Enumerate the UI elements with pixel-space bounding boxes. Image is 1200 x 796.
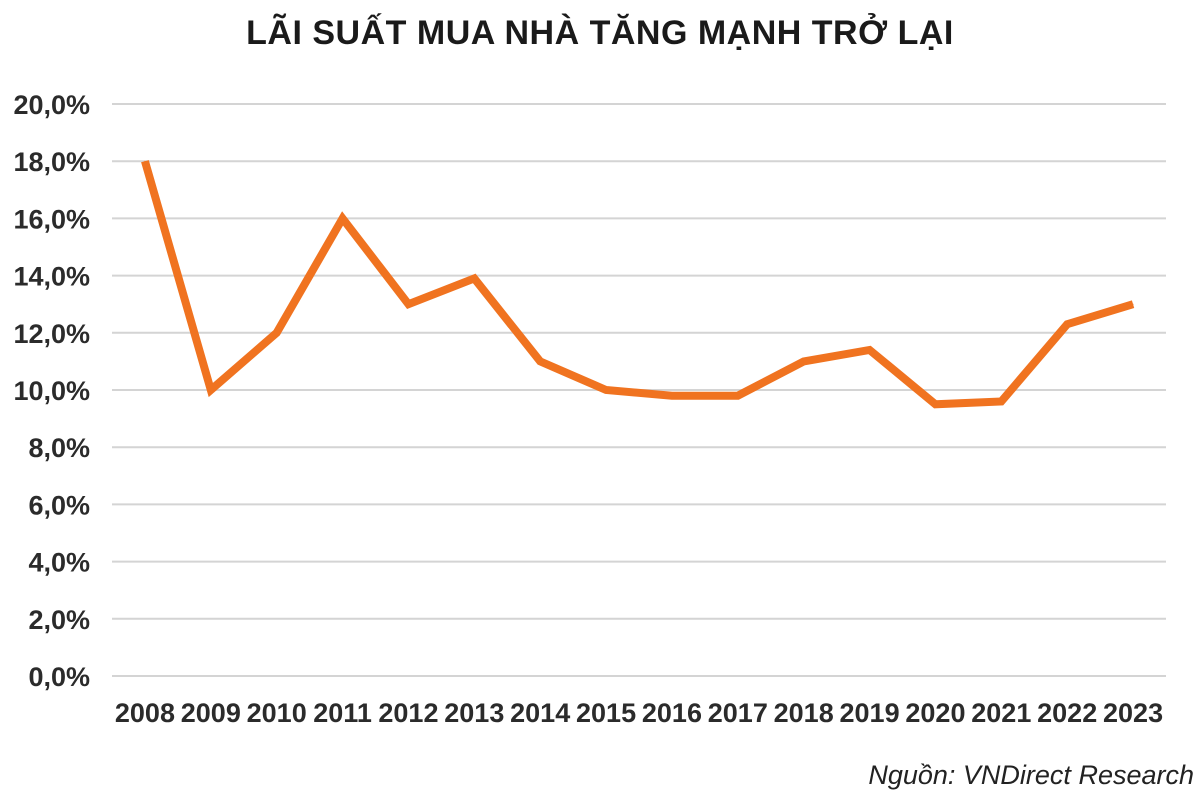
x-tick-label: 2016 — [642, 698, 702, 728]
x-tick-label: 2012 — [378, 698, 438, 728]
data-point — [1132, 303, 1134, 305]
y-tick-label: 4,0% — [28, 548, 90, 578]
x-tick-label: 2011 — [313, 698, 372, 728]
data-point — [1000, 400, 1002, 402]
data-point — [473, 277, 475, 279]
data-point — [144, 160, 146, 162]
x-tick-label: 2008 — [115, 698, 175, 728]
x-tick-label: 2019 — [840, 698, 900, 728]
data-point — [276, 332, 278, 334]
data-point — [539, 360, 541, 362]
x-tick-label: 2013 — [444, 698, 504, 728]
series-layer — [141, 160, 1135, 409]
x-tick-label: 2010 — [247, 698, 307, 728]
source-note: Nguồn: VNDirect Research — [868, 760, 1194, 790]
y-axis-tick-labels: 0,0% 2,0% 4,0% 6,0% 8,0% 10,0% 12,0% 14,0% 16,0%… — [13, 90, 90, 692]
data-point — [737, 395, 739, 397]
data-point — [869, 349, 871, 351]
data-point — [407, 303, 409, 305]
data-point — [605, 389, 607, 391]
y-tick-label: 0,0% — [28, 662, 90, 692]
y-tick-label: 12,0% — [13, 319, 90, 349]
y-tick-label: 8,0% — [28, 433, 90, 463]
data-point — [342, 217, 344, 219]
x-tick-label: 2009 — [181, 698, 241, 728]
x-tick-label: 2015 — [576, 698, 636, 728]
data-point — [803, 360, 805, 362]
data-point — [934, 403, 936, 405]
data-point — [210, 389, 212, 391]
series-line — [141, 160, 1135, 409]
y-tick-label: 6,0% — [28, 490, 90, 520]
x-tick-label: 2023 — [1103, 698, 1163, 728]
gridlines — [112, 103, 1166, 677]
y-tick-label: 2,0% — [28, 605, 90, 635]
x-tick-label: 2018 — [774, 698, 834, 728]
x-tick-label: 2020 — [905, 698, 965, 728]
y-tick-label: 10,0% — [13, 376, 90, 406]
y-tick-label: 16,0% — [13, 204, 90, 234]
x-tick-label: 2022 — [1037, 698, 1097, 728]
data-point — [1066, 323, 1068, 325]
y-tick-label: 20,0% — [13, 90, 90, 120]
x-tick-label: 2014 — [510, 698, 570, 728]
chart-title: LÃI SUẤT MUA NHÀ TĂNG MẠNH TRỞ LẠI — [246, 14, 954, 52]
data-point — [671, 395, 673, 397]
y-tick-label: 18,0% — [13, 147, 90, 177]
y-tick-label: 14,0% — [13, 262, 90, 292]
x-tick-label: 2017 — [708, 698, 768, 728]
x-axis-tick-labels: 2008 2009 2010 2011 2012 2013 2014 2015 2016 2017… — [115, 698, 1163, 728]
x-tick-label: 2021 — [971, 698, 1031, 728]
